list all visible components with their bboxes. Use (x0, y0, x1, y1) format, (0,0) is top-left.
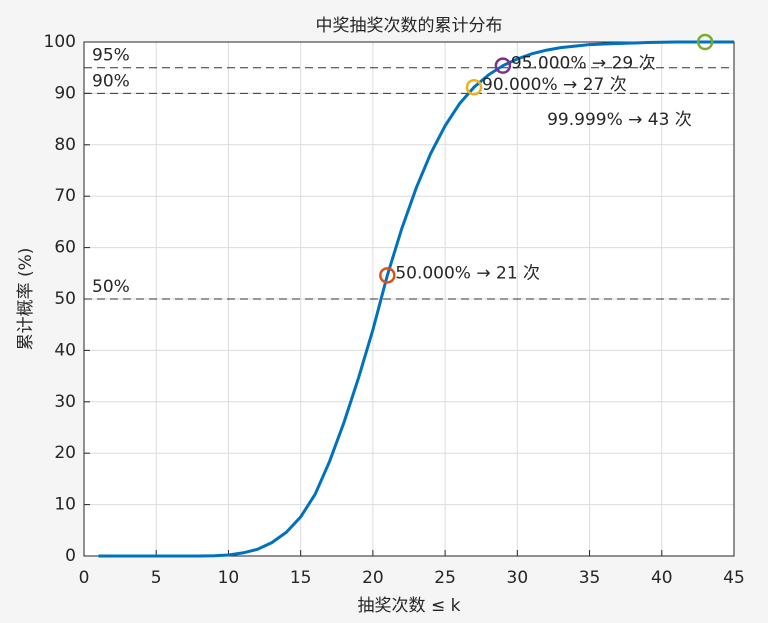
chart-title: 中奖抽奖次数的累计分布 (316, 16, 503, 36)
x-tick-label: 25 (434, 568, 456, 588)
reference-label: 90% (92, 71, 130, 91)
y-tick-label: 20 (54, 443, 76, 463)
y-tick-label: 40 (54, 340, 76, 360)
x-tick-label: 45 (723, 568, 745, 588)
y-tick-label: 70 (54, 186, 76, 206)
x-tick-label: 10 (218, 568, 240, 588)
x-axis-label: 抽奖次数 ≤ k (358, 596, 461, 616)
x-tick-label: 5 (151, 568, 162, 588)
marker-label: 90.000% → 27 次 (482, 75, 627, 95)
y-tick-label: 60 (54, 238, 76, 258)
x-tick-label: 40 (651, 568, 673, 588)
marker (379, 267, 396, 284)
marker-label: 50.000% → 21 次 (395, 263, 540, 283)
y-axis-label: 累计概率 (%) (16, 248, 36, 351)
y-tick-label: 10 (54, 495, 76, 515)
y-tick-label: 30 (54, 392, 76, 412)
reference-label: 95% (92, 46, 130, 66)
y-tick-label: 90 (54, 83, 76, 103)
x-tick-label: 15 (290, 568, 312, 588)
y-tick-label: 0 (65, 546, 76, 566)
x-tick-label: 35 (579, 568, 601, 588)
marker (465, 78, 483, 96)
marker-label: 95.000% → 29 次 (511, 54, 656, 74)
marker-label: 99.999% → 43 次 (547, 110, 692, 130)
marker (494, 57, 512, 74)
line-series (98, 40, 735, 558)
y-tick-label: 50 (54, 289, 76, 309)
x-tick-label: 30 (507, 568, 529, 588)
reference-label: 50% (92, 277, 130, 297)
x-tick-label: 0 (79, 568, 90, 588)
x-tick-label: 20 (362, 568, 384, 588)
y-tick-label: 80 (54, 135, 76, 155)
y-tick-label: 100 (44, 32, 76, 52)
marker (696, 33, 714, 51)
